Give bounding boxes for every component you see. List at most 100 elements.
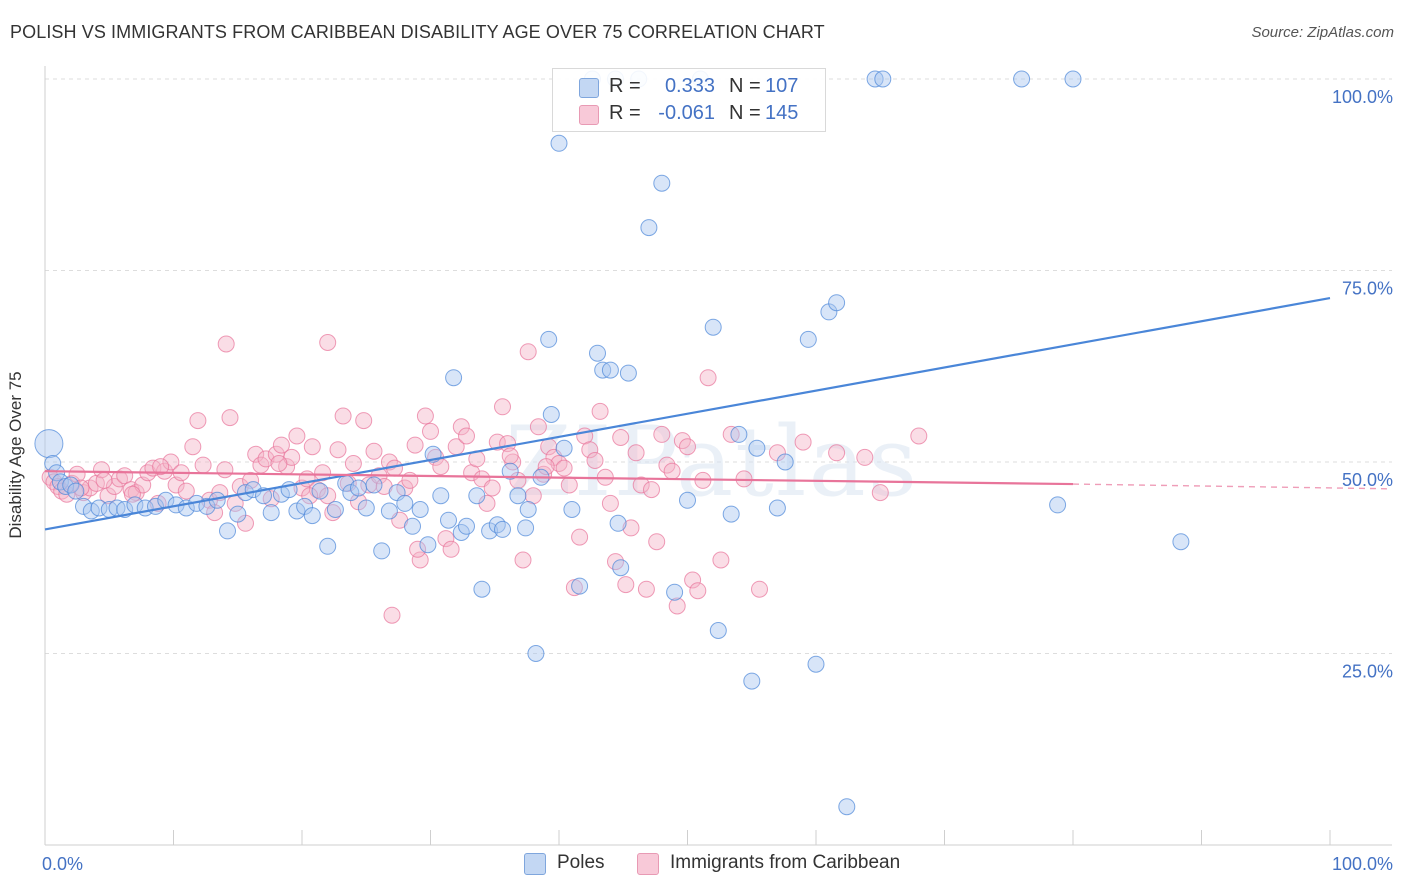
caribbean-point: [794, 433, 812, 451]
poles-point: [799, 330, 817, 348]
caribbean-point: [247, 445, 265, 463]
caribbean-point: [442, 540, 460, 558]
y-axis-label: Disability Age Over 75: [6, 371, 25, 539]
poles-point: [440, 511, 457, 529]
poles-point: [357, 499, 375, 517]
caribbean-point: [314, 464, 332, 482]
caribbean-point: [514, 551, 532, 569]
caribbean-point: [586, 452, 604, 469]
poles-point: [365, 476, 383, 494]
caribbean-point: [632, 476, 650, 494]
poles-point: [589, 344, 606, 362]
caribbean-legend-swatch[interactable]: [637, 853, 659, 875]
y-tick-label: 25.0%: [1342, 662, 1393, 682]
source-label: Source: ZipAtlas.com: [1251, 24, 1394, 41]
poles-point: [709, 622, 727, 639]
caribbean-point: [679, 438, 696, 456]
caribbean-point: [344, 455, 362, 472]
poles-point: [550, 134, 568, 152]
caribbean-point: [334, 407, 352, 425]
caribbean-point: [416, 407, 434, 425]
caribbean-point: [123, 485, 141, 503]
caribbean-point: [663, 462, 681, 480]
caribbean-point: [409, 540, 427, 558]
caribbean-legend-label[interactable]: Immigrants from Caribbean: [670, 852, 901, 873]
poles-point: [67, 482, 85, 500]
y-tick-labels: 25.0% 50.0% 75.0% 100.0%: [1332, 87, 1393, 682]
caribbean-point: [270, 455, 288, 472]
x-tick-label: 0.0%: [42, 854, 83, 874]
caribbean-swatch: [579, 105, 599, 125]
poles-point: [411, 501, 429, 518]
poles-point: [326, 501, 344, 518]
y-tick-label: 50.0%: [1342, 470, 1393, 490]
caribbean-point: [689, 582, 707, 600]
caribbean-point: [637, 580, 655, 598]
x-ticks: [44, 830, 1331, 845]
poles-point: [730, 425, 748, 443]
poles-point: [1172, 533, 1190, 551]
poles-point: [874, 70, 892, 88]
poles-point: [1064, 70, 1082, 88]
caribbean-point: [612, 429, 630, 446]
series-legend: Poles Immigrants from Caribbean: [0, 850, 1406, 878]
poles-point: [807, 655, 825, 673]
r-label: R =: [609, 75, 641, 97]
caribbean-point: [483, 479, 501, 497]
caribbean-point: [529, 418, 547, 436]
caribbean-trend-line: [44, 470, 1074, 486]
caribbean-point: [550, 455, 568, 472]
poles-point: [262, 504, 280, 522]
poles-point: [473, 580, 491, 598]
caribbean-points: [41, 334, 928, 624]
poles-point: [494, 520, 511, 538]
poles-point: [612, 559, 630, 577]
poles-point: [219, 522, 236, 540]
r-value: 0.333: [664, 75, 715, 97]
axes: [44, 66, 1392, 846]
caribbean-point: [519, 343, 537, 361]
caribbean-point: [189, 412, 207, 430]
poles-point: [563, 501, 581, 518]
caribbean-point: [871, 484, 889, 502]
watermark: ZIPatlas: [505, 406, 919, 518]
caribbean-point: [622, 519, 640, 537]
poles-point: [350, 479, 367, 497]
poles-point: [640, 219, 658, 237]
poles-point: [509, 487, 527, 505]
poles-point: [380, 502, 398, 520]
caribbean-point: [329, 441, 347, 459]
poles-point: [311, 482, 329, 500]
poles-point: [571, 577, 589, 595]
caribbean-point: [257, 450, 275, 468]
n-label: N =: [729, 102, 761, 124]
poles-legend-label[interactable]: Poles: [557, 852, 605, 873]
poles-point: [540, 330, 558, 348]
poles-point: [517, 519, 535, 537]
poles-point: [519, 501, 537, 518]
caribbean-point: [68, 465, 86, 483]
caribbean-point: [617, 576, 635, 594]
caribbean-point: [194, 456, 212, 474]
caribbean-point: [177, 482, 195, 500]
poles-point: [722, 505, 740, 523]
poles-point: [653, 174, 671, 192]
caribbean-point: [501, 447, 519, 465]
caribbean-point: [422, 422, 439, 440]
r-label: R =: [609, 102, 641, 124]
poles-point: [748, 439, 766, 457]
poles-point: [198, 497, 216, 515]
caribbean-point: [560, 476, 578, 494]
caribbean-point: [152, 458, 170, 476]
caribbean-point: [643, 481, 660, 499]
poles-point: [229, 505, 247, 523]
poles-swatch: [579, 78, 599, 98]
y-tick-label: 100.0%: [1332, 87, 1393, 107]
poles-point: [679, 491, 696, 509]
poles-legend-swatch[interactable]: [524, 853, 546, 875]
poles-point: [1013, 70, 1031, 88]
caribbean-point: [591, 402, 609, 420]
caribbean-point: [653, 425, 671, 443]
x-tick-labels: 0.0% 100.0%: [42, 854, 1393, 874]
